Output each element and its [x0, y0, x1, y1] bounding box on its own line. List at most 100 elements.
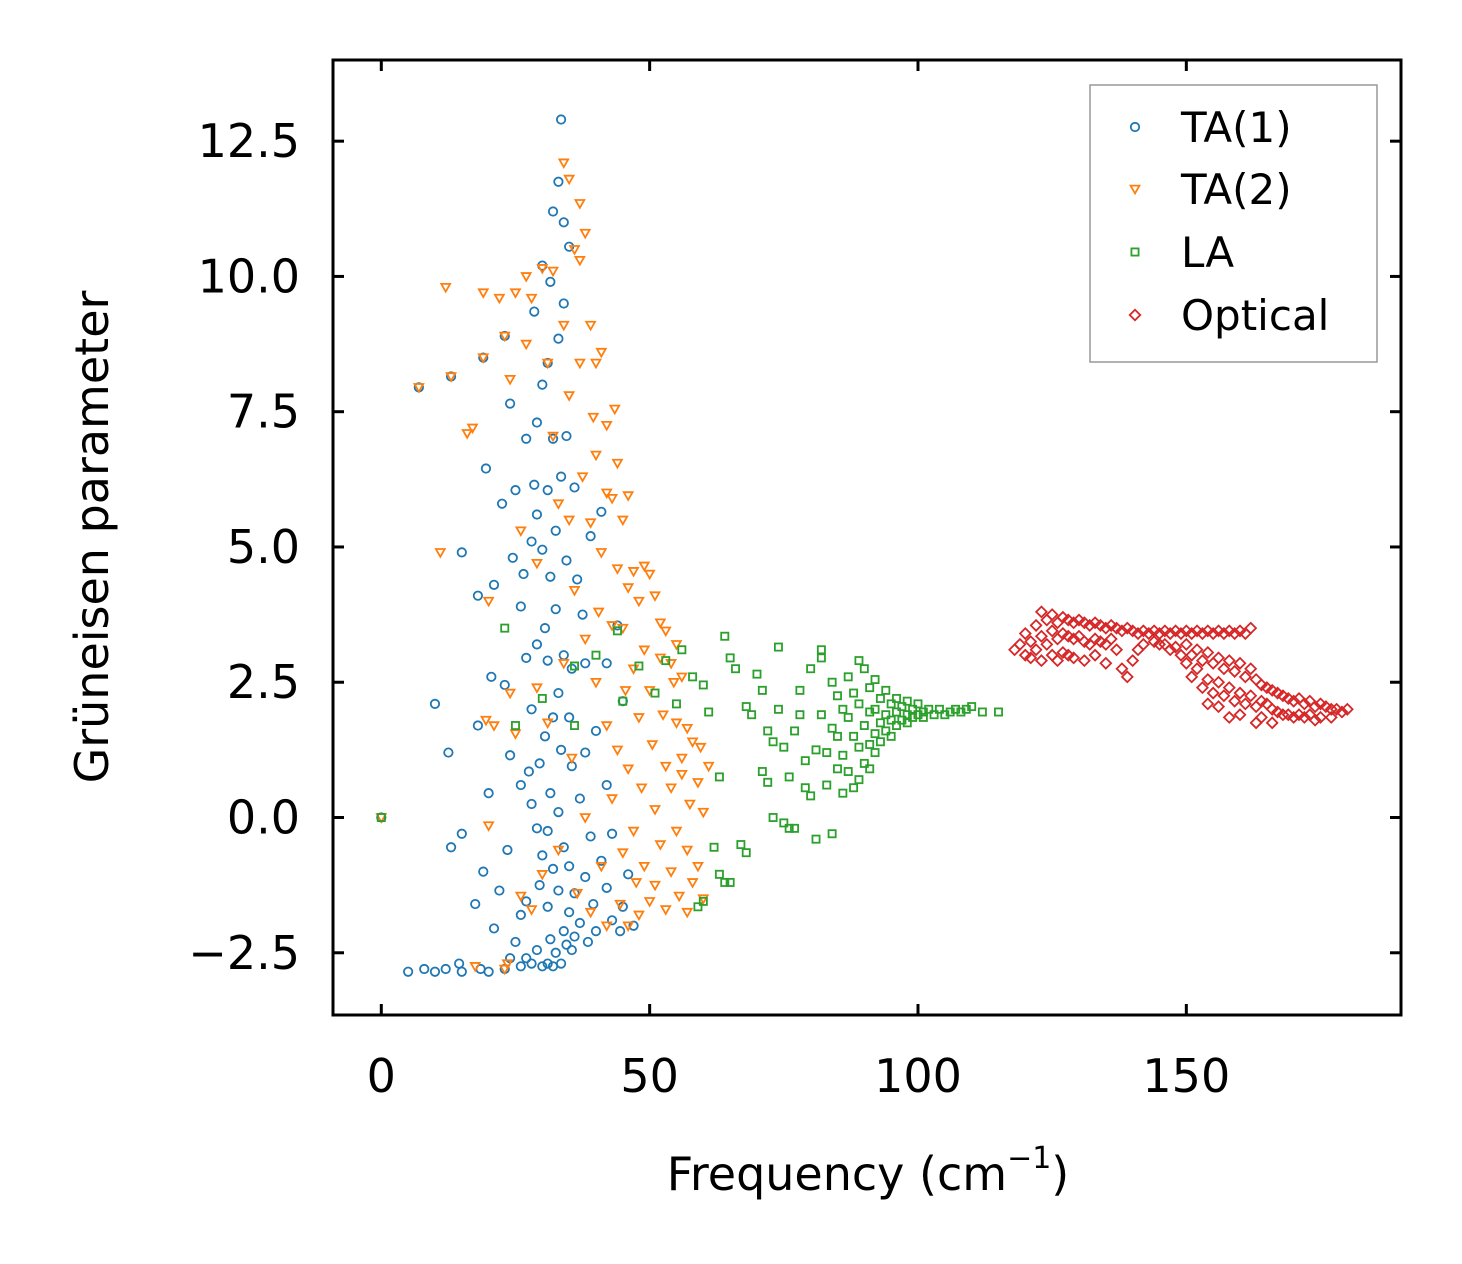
la-point: [838, 704, 848, 714]
la-point: [500, 623, 510, 633]
ta-1-point: [545, 788, 556, 799]
y-tick-label: 0.0: [227, 791, 300, 845]
optical-point: [1201, 645, 1215, 660]
ta-1-point: [521, 953, 532, 964]
ta-1-point: [510, 485, 521, 496]
la-point: [800, 756, 810, 766]
optical-point: [1115, 624, 1129, 638]
ta-1-point: [515, 909, 526, 921]
la-point: [757, 685, 767, 695]
ta-2-point: [654, 840, 667, 851]
la-point: [784, 772, 794, 782]
la-point: [709, 842, 719, 852]
ta-2-point: [557, 659, 570, 670]
la-point: [736, 840, 746, 850]
optical-point: [1034, 605, 1048, 619]
optical-point: [1233, 686, 1247, 700]
la-point: [720, 631, 730, 641]
ta-2-point: [509, 729, 522, 740]
ta-2-point: [697, 807, 710, 819]
ta-2-point: [412, 383, 425, 394]
ta-2-point: [622, 491, 635, 502]
la-point: [784, 823, 794, 833]
optical-point: [1152, 637, 1167, 651]
ta-1-point: [470, 898, 481, 910]
optical-point: [1340, 702, 1354, 716]
ta-2-point: [619, 686, 632, 697]
ta-1-point: [542, 655, 553, 666]
ta-2-point: [667, 677, 680, 689]
optical-point: [1104, 632, 1118, 646]
ta-2-point: [670, 640, 683, 651]
ta-1-point: [555, 471, 567, 482]
legend-marker-ta-2: [1129, 184, 1141, 196]
ta-2-point: [498, 331, 511, 343]
y-axis-title: Grüneisen parameter: [65, 290, 119, 783]
ta-2-point: [493, 293, 506, 305]
la-point: [677, 645, 687, 655]
ta-2-point: [638, 861, 651, 873]
optical-point: [1034, 654, 1048, 668]
plot-area: [331, 58, 1403, 1017]
ta-1-point: [550, 604, 561, 615]
optical-point: [1083, 618, 1097, 632]
ta-2-point: [632, 713, 645, 724]
ta-2-point: [649, 880, 661, 892]
optical-point: [1206, 686, 1220, 700]
ta-2-point: [616, 848, 629, 859]
ta-2-point: [606, 494, 619, 505]
ta-2-point: [686, 878, 699, 889]
legend-entry-ta-2: TA(2): [1129, 165, 1292, 214]
ta-1-point: [445, 842, 457, 853]
ta-1-point: [429, 966, 441, 977]
ta-2-point: [461, 429, 474, 440]
la-point: [994, 707, 1003, 717]
ta-2-point: [504, 374, 517, 386]
ta-2-point: [600, 721, 613, 732]
optical-point: [1190, 662, 1204, 676]
ta-1-point: [505, 398, 516, 409]
optical-point: [1024, 635, 1038, 649]
la-point: [865, 764, 875, 774]
optical-point: [1206, 627, 1220, 641]
ta-1-point: [561, 555, 572, 566]
optical-point: [1308, 700, 1322, 714]
ta-2-point: [611, 458, 624, 470]
optical-point: [1217, 627, 1231, 641]
data-series-layer: [375, 114, 1354, 977]
ta-1-point: [440, 963, 451, 975]
ta-1-point: [574, 793, 585, 804]
ta-1-point: [486, 671, 497, 682]
la-point: [865, 739, 875, 749]
ta-2-point: [670, 826, 683, 838]
ta-1-point: [531, 639, 543, 650]
ta-2-point: [552, 499, 565, 510]
ta-2-point: [595, 548, 608, 559]
la-point: [849, 783, 859, 793]
ta-2-point: [673, 891, 686, 903]
ta-1-point: [526, 704, 537, 715]
axis-ticks: [333, 60, 1401, 1015]
ta-1-point: [580, 871, 591, 883]
optical-point: [1067, 616, 1081, 630]
ta-2-point: [590, 450, 602, 462]
la-point: [875, 694, 885, 703]
la-point: [859, 664, 869, 674]
ta-2-point: [482, 821, 495, 832]
ta-2-point: [479, 715, 492, 727]
ta-2-point: [482, 596, 495, 608]
la-point: [886, 715, 896, 725]
ta-1-point: [531, 417, 543, 428]
la-point: [870, 748, 880, 758]
ta-1-point: [623, 869, 634, 880]
ta-2-point: [600, 921, 613, 932]
la-point: [720, 877, 730, 887]
ta-1-point: [572, 574, 583, 585]
ta-2-point: [665, 783, 678, 794]
optical-point: [1131, 627, 1145, 641]
la-point: [977, 707, 987, 717]
ta-1-point: [550, 947, 561, 958]
la-point: [731, 664, 740, 674]
optical-point: [1201, 673, 1215, 687]
